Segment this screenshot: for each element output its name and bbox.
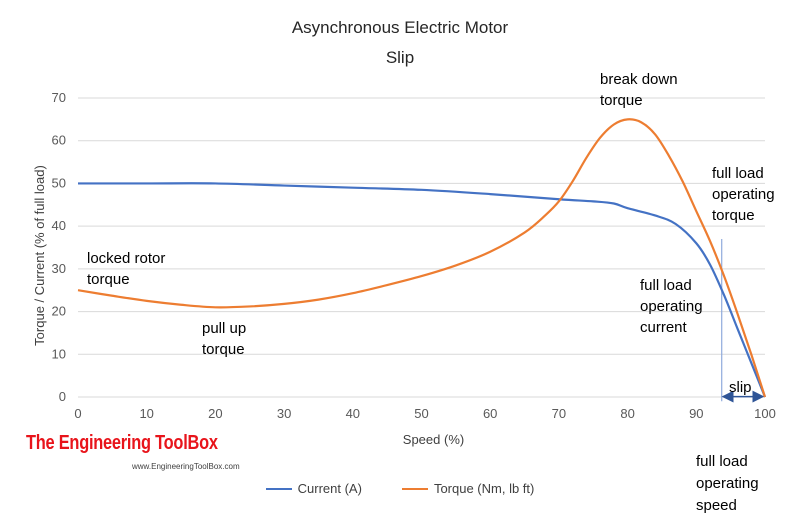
x-tick-label: 80: [620, 406, 634, 421]
legend-label-torque: Torque (Nm, lb ft): [433, 481, 535, 496]
x-tick-label: 20: [208, 406, 222, 421]
annotation-line: operating: [640, 298, 703, 315]
annotation-line: full load: [640, 277, 692, 294]
annotation-line: torque: [202, 341, 245, 358]
annotation-line: break down: [600, 71, 678, 88]
legend-label-current: Current (A): [297, 481, 362, 496]
y-tick-label: 0: [59, 389, 66, 404]
annotation-pull-up: pull up torque: [202, 320, 246, 358]
x-tick-label: 30: [277, 406, 291, 421]
x-tick-label: 40: [346, 406, 360, 421]
chart-subtitle: Slip: [385, 48, 415, 67]
chart-legend: Current (A) Torque (Nm, lb ft): [0, 481, 800, 496]
annotation-line: operating: [712, 186, 775, 203]
legend-swatch-current: [265, 487, 292, 490]
x-tick-label: 60: [483, 406, 497, 421]
legend-item-torque: Torque (Nm, lb ft): [401, 481, 535, 496]
legend-swatch-torque: [401, 487, 428, 490]
x-tick-label: 70: [552, 406, 566, 421]
y-tick-label: 10: [52, 346, 66, 361]
x-tick-label: 100: [754, 406, 776, 421]
y-tick-label: 70: [52, 90, 66, 105]
annotation-fl-speed: full load operating speed: [696, 453, 759, 514]
annotation-fl-current: full load operating current: [640, 277, 703, 336]
annotation-line: pull up: [202, 320, 246, 337]
series-line-torque: [77, 118, 767, 398]
annotation-line: full load: [712, 165, 764, 182]
annotation-slip: slip: [729, 379, 752, 396]
chart-title: Asynchronous Electric Motor: [291, 18, 509, 37]
annotation-locked-rotor: locked rotor torque: [87, 250, 165, 288]
legend-item-current: Current (A): [265, 481, 362, 496]
brand-logo: The Engineering ToolBox: [26, 432, 218, 454]
y-tick-label: 60: [52, 133, 66, 148]
series-line-current: [77, 182, 767, 398]
y-tick-label: 30: [52, 261, 66, 276]
annotation-line: locked rotor: [87, 250, 165, 267]
annotation-break-down: break down torque: [600, 71, 678, 109]
annotation-line: torque: [87, 271, 130, 288]
y-tick-label: 50: [52, 175, 66, 190]
x-tick-label: 50: [414, 406, 428, 421]
x-tick-label: 90: [689, 406, 703, 421]
annotation-line: torque: [600, 92, 643, 109]
annotation-line: torque: [712, 207, 755, 224]
x-tick-label: 10: [139, 406, 153, 421]
annotation-fl-torque: full load operating torque: [712, 165, 775, 224]
x-axis-title: Speed (%): [403, 432, 464, 447]
y-tick-label: 40: [52, 218, 66, 233]
y-axis-title: Torque / Current (% of full load): [32, 165, 47, 346]
annotation-line: full load: [696, 453, 748, 470]
annotation-line: speed: [696, 497, 737, 514]
x-tick-label: 0: [74, 406, 81, 421]
brand-url: www.EngineeringToolBox.com: [132, 462, 240, 471]
y-tick-label: 20: [52, 304, 66, 319]
annotation-line: operating: [696, 475, 759, 492]
annotation-line: current: [640, 319, 688, 336]
annotation-line: slip: [729, 379, 752, 396]
